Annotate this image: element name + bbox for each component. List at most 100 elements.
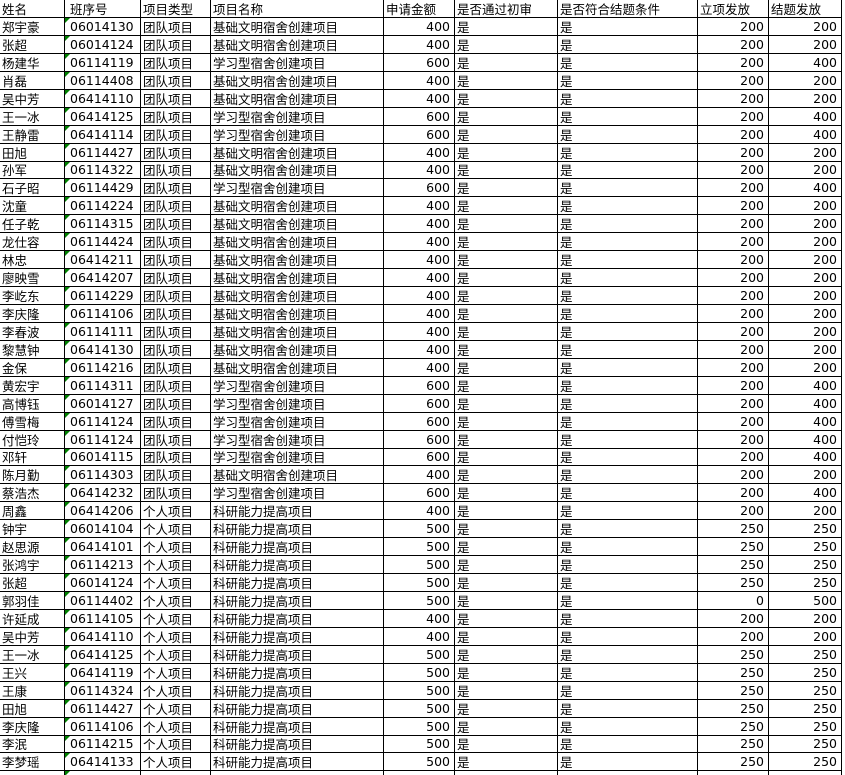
cell-project-type[interactable]: 团队项目 — [141, 466, 211, 485]
cell-project-type[interactable]: 团队项目 — [141, 18, 211, 36]
cell-project-type[interactable]: 个人项目 — [141, 663, 211, 682]
cell-class-number[interactable]: 06114213 — [65, 556, 141, 575]
cell-requested-amount[interactable]: 500 — [384, 681, 455, 700]
cell-class-number[interactable]: 06114106 — [65, 717, 141, 736]
cell-meets-completion-criteria[interactable]: 是 — [558, 609, 698, 628]
cell-project-name[interactable]: 基础文明宿舍创建项目 — [211, 466, 384, 485]
cell-passed-initial-review[interactable]: 是 — [455, 502, 558, 521]
cell-passed-initial-review[interactable]: 是 — [455, 197, 558, 216]
cell-meets-completion-criteria[interactable]: 是 — [558, 753, 698, 772]
cell-project-name[interactable]: 学习型宿舍创建项目 — [211, 412, 384, 431]
cell-name[interactable]: 蔡浩杰 — [0, 484, 65, 503]
cell-class-number[interactable]: 06414119 — [65, 663, 141, 682]
cell-passed-initial-review[interactable]: 是 — [455, 430, 558, 449]
cell-requested-amount[interactable]: 400 — [384, 269, 455, 288]
cell-project-type[interactable]: 个人项目 — [141, 753, 211, 772]
cell-requested-amount[interactable]: 500 — [384, 538, 455, 557]
cell-meets-completion-criteria[interactable]: 是 — [558, 466, 698, 485]
cell-meets-completion-criteria[interactable]: 是 — [558, 502, 698, 521]
cell-passed-initial-review[interactable]: 是 — [455, 681, 558, 700]
cell-project-type[interactable]: 个人项目 — [141, 556, 211, 575]
cell-completion-grant[interactable]: 400 — [769, 376, 842, 395]
cell-name[interactable]: 王兴 — [0, 663, 65, 682]
column-header-passed-initial-review[interactable]: 是否通过初审 — [455, 0, 558, 18]
cell-requested-amount[interactable]: 600 — [384, 376, 455, 395]
cell-completion-grant[interactable]: 400 — [769, 430, 842, 449]
cell-completion-grant[interactable]: 200 — [769, 143, 842, 162]
cell-requested-amount[interactable]: 400 — [384, 251, 455, 270]
cell-class-number[interactable]: 06114402 — [65, 592, 141, 610]
cell-project-type[interactable]: 团队项目 — [141, 269, 211, 288]
cell-passed-initial-review[interactable]: 是 — [455, 71, 558, 90]
cell-name[interactable]: 杨建华 — [0, 53, 65, 72]
cell-initial-grant[interactable]: 200 — [698, 412, 769, 431]
cell-passed-initial-review[interactable]: 是 — [455, 107, 558, 126]
cell-class-number[interactable]: 06414110 — [65, 627, 141, 646]
cell-meets-completion-criteria[interactable]: 是 — [558, 107, 698, 126]
cell-class-number[interactable]: 06114429 — [65, 179, 141, 198]
cell-class-number[interactable]: 06114427 — [65, 143, 141, 162]
cell-meets-completion-criteria[interactable]: 是 — [558, 556, 698, 575]
cell-class-number[interactable]: 06114427 — [65, 699, 141, 718]
cell-initial-grant[interactable]: 250 — [698, 753, 769, 772]
cell-initial-grant[interactable]: 250 — [698, 520, 769, 539]
cell-requested-amount[interactable]: 600 — [384, 412, 455, 431]
cell-project-type[interactable]: 团队项目 — [141, 71, 211, 90]
cell-class-number[interactable]: 06114424 — [65, 233, 141, 252]
cell-initial-grant[interactable] — [698, 771, 769, 775]
cell-passed-initial-review[interactable]: 是 — [455, 215, 558, 234]
cell-class-number[interactable]: 06114311 — [65, 376, 141, 395]
cell-project-name[interactable]: 科研能力提高项目 — [211, 609, 384, 628]
cell-passed-initial-review[interactable]: 是 — [455, 376, 558, 395]
cell-passed-initial-review[interactable]: 是 — [455, 179, 558, 198]
cell-passed-initial-review[interactable]: 是 — [455, 645, 558, 664]
cell-initial-grant[interactable]: 200 — [698, 466, 769, 485]
cell-project-name[interactable]: 学习型宿舍创建项目 — [211, 376, 384, 395]
cell-name[interactable]: 李庆隆 — [0, 305, 65, 323]
cell-project-type[interactable]: 个人项目 — [141, 574, 211, 592]
cell-meets-completion-criteria[interactable]: 是 — [558, 681, 698, 700]
cell-initial-grant[interactable]: 250 — [698, 717, 769, 736]
cell-requested-amount[interactable] — [384, 771, 455, 775]
cell-project-name[interactable]: 基础文明宿舍创建项目 — [211, 89, 384, 108]
cell-meets-completion-criteria[interactable]: 是 — [558, 376, 698, 395]
cell-requested-amount[interactable]: 500 — [384, 753, 455, 772]
cell-project-name[interactable]: 科研能力提高项目 — [211, 520, 384, 539]
cell-meets-completion-criteria[interactable]: 是 — [558, 251, 698, 270]
cell-meets-completion-criteria[interactable]: 是 — [558, 574, 698, 592]
cell-project-type[interactable]: 个人项目 — [141, 645, 211, 664]
cell-meets-completion-criteria[interactable]: 是 — [558, 663, 698, 682]
cell-requested-amount[interactable]: 400 — [384, 305, 455, 323]
cell-completion-grant[interactable]: 250 — [769, 717, 842, 736]
cell-initial-grant[interactable]: 200 — [698, 125, 769, 144]
cell-completion-grant[interactable]: 200 — [769, 71, 842, 90]
cell-requested-amount[interactable]: 500 — [384, 556, 455, 575]
cell-initial-grant[interactable]: 200 — [698, 376, 769, 395]
cell-meets-completion-criteria[interactable]: 是 — [558, 197, 698, 216]
column-header-project-name[interactable]: 项目名称 — [211, 0, 384, 18]
cell-class-number[interactable]: 06114124 — [65, 412, 141, 431]
cell-initial-grant[interactable]: 200 — [698, 89, 769, 108]
cell-class-number[interactable]: 06114215 — [65, 735, 141, 754]
cell-name[interactable]: 李梦瑶 — [0, 753, 65, 772]
cell-passed-initial-review[interactable]: 是 — [455, 609, 558, 628]
cell-name[interactable]: 肖磊 — [0, 71, 65, 90]
cell-passed-initial-review[interactable]: 是 — [455, 53, 558, 72]
cell-passed-initial-review[interactable]: 是 — [455, 18, 558, 36]
cell-project-name[interactable]: 基础文明宿舍创建项目 — [211, 322, 384, 341]
cell-passed-initial-review[interactable]: 是 — [455, 753, 558, 772]
cell-class-number[interactable]: 06114106 — [65, 305, 141, 323]
cell-project-name[interactable]: 基础文明宿舍创建项目 — [211, 305, 384, 323]
cell-initial-grant[interactable]: 0 — [698, 592, 769, 610]
cell-initial-grant[interactable]: 200 — [698, 215, 769, 234]
cell-name[interactable]: 张鸿宇 — [0, 556, 65, 575]
cell-project-type[interactable]: 个人项目 — [141, 592, 211, 610]
cell-name[interactable]: 吴中芳 — [0, 627, 65, 646]
cell-meets-completion-criteria[interactable]: 是 — [558, 215, 698, 234]
cell-class-number[interactable] — [65, 771, 141, 775]
cell-project-type[interactable]: 团队项目 — [141, 143, 211, 162]
cell-class-number[interactable]: 06414114 — [65, 125, 141, 144]
cell-completion-grant[interactable]: 200 — [769, 322, 842, 341]
cell-completion-grant[interactable]: 200 — [769, 502, 842, 521]
cell-passed-initial-review[interactable]: 是 — [455, 35, 558, 54]
